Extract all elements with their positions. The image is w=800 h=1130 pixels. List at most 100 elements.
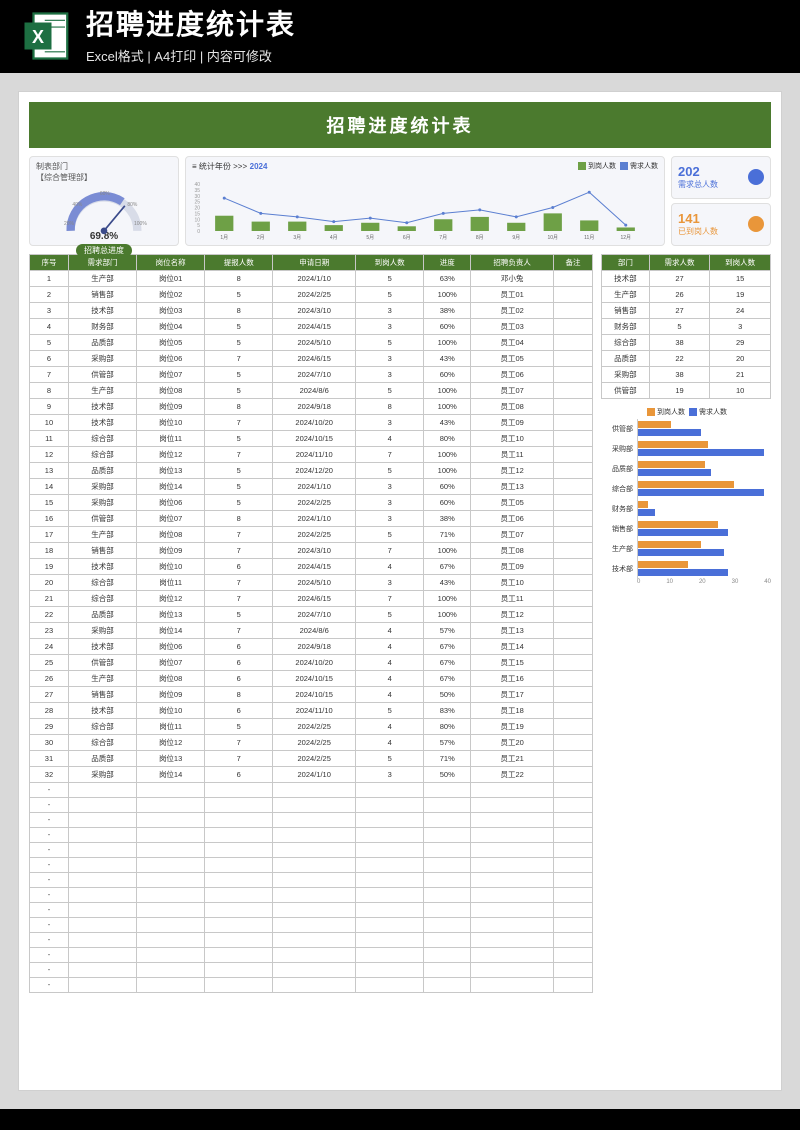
svg-text:30: 30 bbox=[194, 193, 200, 199]
table-row: 综合部3829 bbox=[602, 334, 771, 350]
table-row: 生产部2619 bbox=[602, 286, 771, 302]
table-row: 25供管部岗位0762024/10/20467%员工15 bbox=[30, 654, 593, 670]
hbar-row: 技术部 bbox=[601, 559, 771, 579]
gauge-panel: 制表部门 【综合管理部】 20% 40% 60% 80% 100% 69.8% … bbox=[29, 156, 179, 246]
svg-text:X: X bbox=[32, 27, 44, 47]
table-row: - bbox=[30, 842, 593, 857]
svg-text:11月: 11月 bbox=[584, 235, 594, 241]
table-row: 14采购部岗位1452024/1/10360%员工13 bbox=[30, 478, 593, 494]
gauge-label: 招聘总进度 bbox=[76, 244, 132, 257]
table-row: - bbox=[30, 887, 593, 902]
table-row: - bbox=[30, 917, 593, 932]
svg-text:20%: 20% bbox=[64, 221, 75, 227]
table-row: - bbox=[30, 857, 593, 872]
col-header: 备注 bbox=[554, 254, 593, 270]
table-row: - bbox=[30, 797, 593, 812]
table-row: 品质部2220 bbox=[602, 350, 771, 366]
table-row: - bbox=[30, 782, 593, 797]
table-row: 23采购部岗位1472024/8/6457%员工13 bbox=[30, 622, 593, 638]
table-row: 26生产部岗位0862024/10/15467%员工16 bbox=[30, 670, 593, 686]
hbar-row: 综合部 bbox=[601, 479, 771, 499]
hbar-row: 财务部 bbox=[601, 499, 771, 519]
col-header: 招聘负责人 bbox=[471, 254, 554, 270]
svg-text:10月: 10月 bbox=[547, 235, 558, 241]
svg-text:80%: 80% bbox=[127, 201, 138, 207]
main-table-wrap: 序号需求部门岗位名称提报人数申请日期到岗人数进度招聘负责人备注 1生产部岗位01… bbox=[29, 254, 593, 993]
svg-text:5月: 5月 bbox=[366, 235, 374, 241]
side-table-body: 技术部2715生产部2619销售部2724财务部53综合部3829品质部2220… bbox=[602, 270, 771, 398]
table-row: 8生产部岗位0852024/8/65100%员工07 bbox=[30, 382, 593, 398]
hbar-row: 采购部 bbox=[601, 439, 771, 459]
table-row: - bbox=[30, 902, 593, 917]
stat-arrived: 141 已到岗人数 bbox=[671, 203, 771, 246]
svg-text:100%: 100% bbox=[134, 221, 147, 227]
table-row: - bbox=[30, 947, 593, 962]
table-row: 24技术部岗位0662024/9/18467%员工14 bbox=[30, 638, 593, 654]
table-row: 3技术部岗位0382024/3/10338%员工02 bbox=[30, 302, 593, 318]
table-row: 12综合部岗位1272024/11/107100%员工11 bbox=[30, 446, 593, 462]
col-header: 到岗人数 bbox=[356, 254, 424, 270]
table-row: 18销售部岗位0972024/3/107100%员工08 bbox=[30, 542, 593, 558]
table-row: 31品质部岗位1372024/2/25571%员工21 bbox=[30, 750, 593, 766]
table-row: 6采购部岗位0672024/6/15343%员工05 bbox=[30, 350, 593, 366]
svg-text:6月: 6月 bbox=[403, 235, 411, 241]
side-bar-chart: 到岗人数 需求人数 供管部采购部品质部综合部财务部销售部生产部技术部 01020… bbox=[601, 407, 771, 585]
table-row: 13品质部岗位1352024/12/205100%员工12 bbox=[30, 462, 593, 478]
spreadsheet: 招聘进度统计表 制表部门 【综合管理部】 20% 40% 60% 80% 100… bbox=[18, 91, 782, 1091]
page-background: 招聘进度统计表 制表部门 【综合管理部】 20% 40% 60% 80% 100… bbox=[0, 73, 800, 1109]
svg-text:2月: 2月 bbox=[257, 235, 265, 241]
table-row: 21综合部岗位1272024/6/157100%员工11 bbox=[30, 590, 593, 606]
chart-title-prefix: ≡ 统计年份 >>> bbox=[192, 162, 247, 171]
table-row: 19技术部岗位1062024/4/15467%员工09 bbox=[30, 558, 593, 574]
svg-text:10: 10 bbox=[194, 217, 200, 223]
table-row: 1生产部岗位0182024/1/10563%邓小兔 bbox=[30, 270, 593, 286]
table-row: - bbox=[30, 812, 593, 827]
table-row: 32采购部岗位1462024/1/10350%员工22 bbox=[30, 766, 593, 782]
body-columns: 序号需求部门岗位名称提报人数申请日期到岗人数进度招聘负责人备注 1生产部岗位01… bbox=[29, 254, 771, 993]
svg-text:15: 15 bbox=[194, 211, 200, 217]
hbar-row: 销售部 bbox=[601, 519, 771, 539]
svg-text:12月: 12月 bbox=[620, 235, 631, 241]
svg-text:8月: 8月 bbox=[476, 235, 484, 241]
col-header: 到岗人数 bbox=[710, 254, 771, 270]
svg-text:7月: 7月 bbox=[439, 235, 447, 241]
chart-year: 2024 bbox=[250, 162, 268, 171]
svg-text:0: 0 bbox=[197, 229, 200, 235]
col-header: 部门 bbox=[602, 254, 650, 270]
hbar-row: 生产部 bbox=[601, 539, 771, 559]
table-row: 供管部1910 bbox=[602, 382, 771, 398]
table-row: 技术部2715 bbox=[602, 270, 771, 286]
dept-label2: 【综合管理部】 bbox=[36, 172, 172, 183]
main-table-body: 1生产部岗位0182024/1/10563%邓小兔2销售部岗位0252024/2… bbox=[30, 270, 593, 992]
sheet-title: 招聘进度统计表 bbox=[29, 102, 771, 148]
top-banner: X 招聘进度统计表 Excel格式 | A4打印 | 内容可修改 bbox=[0, 0, 800, 73]
table-row: 财务部53 bbox=[602, 318, 771, 334]
stat-demand: 202 需求总人数 bbox=[671, 156, 771, 199]
table-row: 2销售部岗位0252024/2/255100%员工01 bbox=[30, 286, 593, 302]
side-wrap: 部门需求人数到岗人数 技术部2715生产部2619销售部2724财务部53综合部… bbox=[601, 254, 771, 993]
svg-text:5: 5 bbox=[197, 223, 200, 229]
table-row: - bbox=[30, 827, 593, 842]
table-row: 10技术部岗位1072024/10/20343%员工09 bbox=[30, 414, 593, 430]
table-row: 11综合部岗位1152024/10/15480%员工10 bbox=[30, 430, 593, 446]
table-row: 28技术部岗位1062024/11/10583%员工18 bbox=[30, 702, 593, 718]
banner-text: 招聘进度统计表 Excel格式 | A4打印 | 内容可修改 bbox=[86, 8, 780, 65]
monthly-chart: 05101520253035401月2月3月4月5月6月7月8月9月10月11月… bbox=[192, 176, 658, 241]
table-row: - bbox=[30, 872, 593, 887]
col-header: 需求人数 bbox=[649, 254, 710, 270]
dept-label1: 制表部门 bbox=[36, 161, 172, 172]
svg-text:3月: 3月 bbox=[293, 235, 301, 241]
svg-text:40%: 40% bbox=[72, 201, 83, 207]
table-row: 销售部2724 bbox=[602, 302, 771, 318]
hbar-row: 供管部 bbox=[601, 419, 771, 439]
gauge-chart: 20% 40% 60% 80% 100% bbox=[36, 185, 172, 235]
svg-text:40: 40 bbox=[194, 182, 200, 188]
table-row: 29综合部岗位1152024/2/25480%员工19 bbox=[30, 718, 593, 734]
table-row: 7供管部岗位0752024/7/10360%员工06 bbox=[30, 366, 593, 382]
flag-icon bbox=[748, 169, 764, 185]
hbar-row: 品质部 bbox=[601, 459, 771, 479]
table-row: 20综合部岗位1172024/5/10343%员工10 bbox=[30, 574, 593, 590]
svg-text:1月: 1月 bbox=[220, 235, 228, 241]
table-row: - bbox=[30, 977, 593, 992]
col-header: 进度 bbox=[424, 254, 471, 270]
